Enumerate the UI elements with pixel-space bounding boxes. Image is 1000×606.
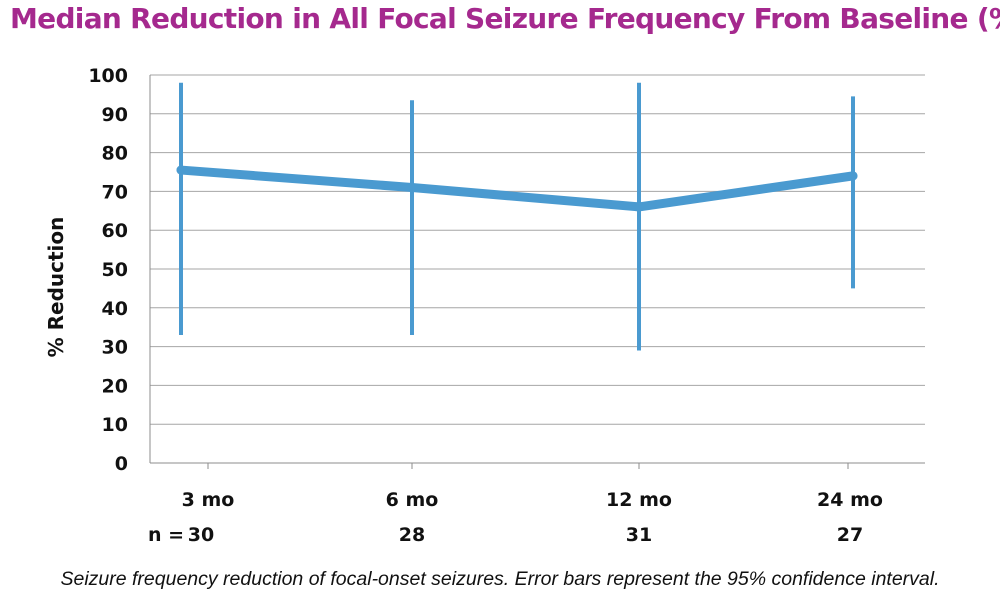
y-tick-label: 50 (102, 259, 128, 281)
y-tick-label: 10 (102, 414, 128, 436)
x-category-label: 6 mo (386, 489, 439, 511)
n-value-label: 31 (626, 524, 652, 546)
y-tick-label: 70 (102, 181, 128, 203)
n-prefix-label: n = (148, 524, 184, 546)
chart-title: Median Reduction in All Focal Seizure Fr… (10, 2, 1000, 35)
y-tick-label: 90 (102, 104, 128, 126)
sample-size-labels: n = 30 28 31 27 (148, 524, 863, 546)
line-chart: 0 10 20 30 40 50 60 70 80 90 100 3 mo 6 mo 12 mo 24 m… (44, 65, 925, 546)
x-category-label: 3 mo (182, 489, 235, 511)
n-value-label: 28 (399, 524, 425, 546)
y-tick-label: 20 (102, 375, 128, 397)
y-axis-title: % Reduction (44, 217, 68, 358)
y-tick-label: 30 (102, 337, 128, 359)
axes (149, 75, 925, 469)
data-line (176, 165, 858, 212)
data-point (407, 183, 417, 193)
error-bars (179, 82, 855, 351)
n-value-label: 27 (837, 524, 863, 546)
y-tick-label: 0 (115, 453, 128, 475)
gridlines (150, 74, 925, 425)
data-point (176, 165, 186, 175)
y-tick-label: 60 (102, 220, 128, 242)
n-value-label: 30 (188, 524, 214, 546)
x-category-label: 12 mo (606, 489, 672, 511)
y-tick-label: 100 (88, 65, 128, 87)
y-tick-label: 40 (102, 298, 128, 320)
y-tick-label: 80 (102, 143, 128, 165)
data-point (848, 171, 858, 181)
figure-caption: Seizure frequency reduction of focal-ons… (60, 568, 940, 590)
data-point (634, 202, 644, 212)
series-line (176, 165, 858, 212)
x-category-label: 24 mo (817, 489, 883, 511)
y-tick-labels: 0 10 20 30 40 50 60 70 80 90 100 (88, 65, 128, 475)
x-category-labels: 3 mo 6 mo 12 mo 24 mo (182, 489, 883, 511)
